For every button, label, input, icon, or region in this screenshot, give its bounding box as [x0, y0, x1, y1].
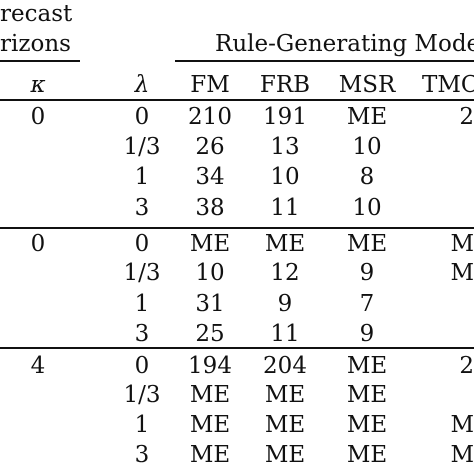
msr-column-header: MSR [338, 72, 396, 98]
group-header-label: Rule-Generating Model [215, 31, 474, 57]
frb-column-header: FRB [259, 72, 311, 98]
lambda-cell: 0 [134, 353, 150, 379]
lambda-column-header: λ [134, 72, 150, 98]
msr-cell: ME [346, 412, 388, 438]
msr-cell: 9 [359, 321, 375, 347]
group-separator-rule-2 [0, 347, 474, 349]
frb-cell: 204 [263, 353, 307, 379]
lambda-cell: 1/3 [123, 260, 161, 286]
msr-cell: ME [346, 442, 388, 468]
fm-cell: 10 [195, 260, 225, 286]
forecast-header-rule [0, 60, 80, 62]
frb-cell: 13 [270, 134, 300, 160]
tmc-cell: 2 [459, 353, 474, 379]
tmc-cell: M [450, 260, 474, 286]
forecast-header-line2: rizons [0, 31, 71, 57]
lambda-cell: 1/3 [123, 382, 161, 408]
tmc-cell: M [450, 442, 474, 468]
fm-cell: 38 [195, 195, 225, 221]
kappa-column-header: κ [30, 72, 46, 98]
fm-cell: ME [189, 442, 231, 468]
header-bottom-rule [0, 99, 474, 101]
msr-cell: 9 [359, 260, 375, 286]
frb-cell: ME [264, 412, 306, 438]
lambda-cell: 0 [134, 104, 150, 130]
msr-cell: 10 [352, 195, 382, 221]
msr-cell: 8 [359, 164, 375, 190]
fm-cell: 210 [188, 104, 232, 130]
fm-cell: ME [189, 412, 231, 438]
fm-cell: 31 [195, 291, 225, 317]
kappa-cell: 0 [30, 104, 46, 130]
msr-cell: ME [346, 353, 388, 379]
msr-cell: ME [346, 382, 388, 408]
fm-cell: ME [189, 231, 231, 257]
msr-cell: ME [346, 231, 388, 257]
lambda-cell: 0 [134, 231, 150, 257]
lambda-cell: 3 [134, 321, 150, 347]
frb-cell: ME [264, 442, 306, 468]
frb-cell: 191 [263, 104, 307, 130]
frb-cell: ME [264, 382, 306, 408]
frb-cell: 10 [270, 164, 300, 190]
fm-cell: 194 [188, 353, 232, 379]
fm-column-header: FM [190, 72, 230, 98]
msr-cell: 10 [352, 134, 382, 160]
tmc-cell: 2 [459, 104, 474, 130]
lambda-cell: 1 [134, 164, 150, 190]
lambda-cell: 1/3 [123, 134, 161, 160]
frb-cell: 11 [270, 195, 300, 221]
lambda-cell: 3 [134, 195, 150, 221]
forecast-header-line1: recast [0, 1, 73, 27]
group-header-rule [175, 60, 474, 62]
tmc-column-header: TMC [422, 72, 474, 98]
msr-cell: 7 [359, 291, 375, 317]
fm-cell: 34 [195, 164, 225, 190]
frb-cell: 12 [270, 260, 300, 286]
frb-cell: ME [264, 231, 306, 257]
group-separator-rule-1 [0, 227, 474, 229]
kappa-cell: 4 [30, 353, 46, 379]
fm-cell: 25 [195, 321, 225, 347]
tmc-cell: M [450, 231, 474, 257]
kappa-cell: 0 [30, 231, 46, 257]
lambda-cell: 1 [134, 291, 150, 317]
tmc-cell: M [450, 412, 474, 438]
frb-cell: 11 [270, 321, 300, 347]
fm-cell: 26 [195, 134, 225, 160]
msr-cell: ME [346, 104, 388, 130]
lambda-cell: 1 [134, 412, 150, 438]
frb-cell: 9 [277, 291, 293, 317]
fm-cell: ME [189, 382, 231, 408]
lambda-cell: 3 [134, 442, 150, 468]
